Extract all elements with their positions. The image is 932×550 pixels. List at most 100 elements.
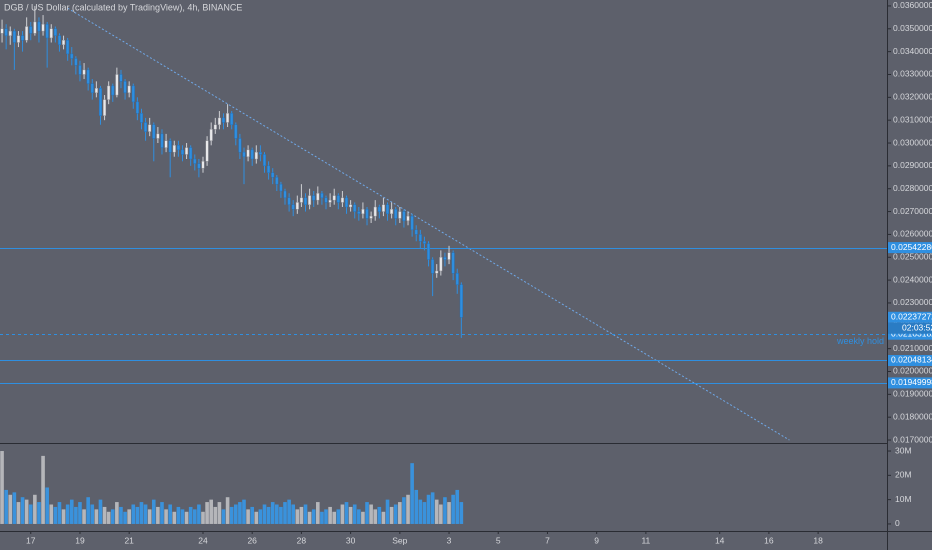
volume-bar [369,504,373,524]
volume-bar [20,497,25,524]
candle-body [29,26,33,34]
volume-bar [188,506,193,524]
candle-body [398,211,402,219]
candle-body [37,21,41,32]
volume-bar [439,504,443,524]
candle-body [201,161,205,169]
level-price-label: 0.02048134 [891,355,932,365]
volume-bar [102,506,107,524]
volume-bar [160,502,164,524]
candle-body [295,202,299,210]
candle-body [115,74,119,96]
volume-bar [151,499,156,524]
candle-body [406,215,410,221]
volume-bar [82,509,86,524]
candle-body [98,87,102,116]
candle-body [62,40,66,45]
candle-body [373,206,377,217]
candle-body [78,65,82,75]
candle-body [139,113,143,123]
volume-bar [373,509,378,524]
candle-body [435,270,439,274]
volume-bar [205,502,209,524]
candle-body [316,193,320,201]
volume-bar [65,504,70,524]
volume-bar [410,463,414,524]
volume-bar [242,499,246,524]
level-badge [888,377,932,389]
volume-bar [451,494,455,524]
candle-body [16,35,20,43]
x-tick-label: 16 [764,535,774,545]
volume-bar [352,504,357,524]
candle-body [349,204,353,208]
chart-title: DGB / US Dollar (calculated by TradingVi… [4,2,242,12]
volume-bar [221,509,226,524]
candle-body [263,154,267,167]
candle-body [4,28,8,36]
candle-body [230,113,234,125]
candle-body [234,124,238,139]
candle-body [357,211,361,215]
candle-body [205,140,209,162]
candle-body [176,145,180,151]
x-tick-label: 19 [75,535,85,545]
candle-body [185,147,189,155]
x-tick-label: 7 [545,535,550,545]
volume-bar [213,506,218,524]
volume-bar [74,506,78,524]
volume-bar [385,499,390,524]
volume-bar [106,511,111,524]
candle-body [459,284,463,318]
volume-bar [28,504,33,524]
volume-bar [143,504,148,524]
candle-body [254,151,258,160]
x-tick-label: 9 [594,535,599,545]
x-tick-label: 18 [813,535,823,545]
volume-bar [393,504,398,524]
volume-tick-label: 10M [895,494,912,504]
x-tick-label: 14 [715,535,725,545]
candle-body [119,74,123,82]
x-tick-label: 3 [447,535,452,545]
candle-body [66,40,70,55]
candle-body [410,215,414,231]
volume-bar [295,509,300,524]
volume-bar [147,509,152,524]
volume-bar [16,502,21,524]
volume-bar [299,506,304,524]
candle-body [135,101,139,114]
volume-tick-label: 0 [895,518,900,528]
candle-body [152,124,156,139]
volume-bar [57,502,62,524]
candle-body [180,149,184,155]
candle-body [168,140,172,153]
volume-bar [316,502,320,524]
candle-body [250,149,254,160]
volume-bar [168,504,172,524]
candle-body [324,197,328,203]
candle-body [197,163,201,169]
candle-body [287,197,291,205]
volume-bar [287,499,291,524]
candle-body [21,35,25,41]
x-tick-label: 26 [247,535,257,545]
candle-body [86,69,90,84]
volume-bar [357,509,361,524]
x-tick-label: 30 [346,535,356,545]
level-badge [888,242,932,254]
volume-bar [434,499,439,524]
candle-body [312,195,316,201]
candle-body [279,183,283,192]
candle-body [123,81,127,93]
candle-body [41,24,45,32]
candle-body [209,129,213,141]
candle-body [49,28,53,39]
candle-body [25,26,29,41]
level-badge [888,328,932,340]
candle-body [0,28,4,34]
